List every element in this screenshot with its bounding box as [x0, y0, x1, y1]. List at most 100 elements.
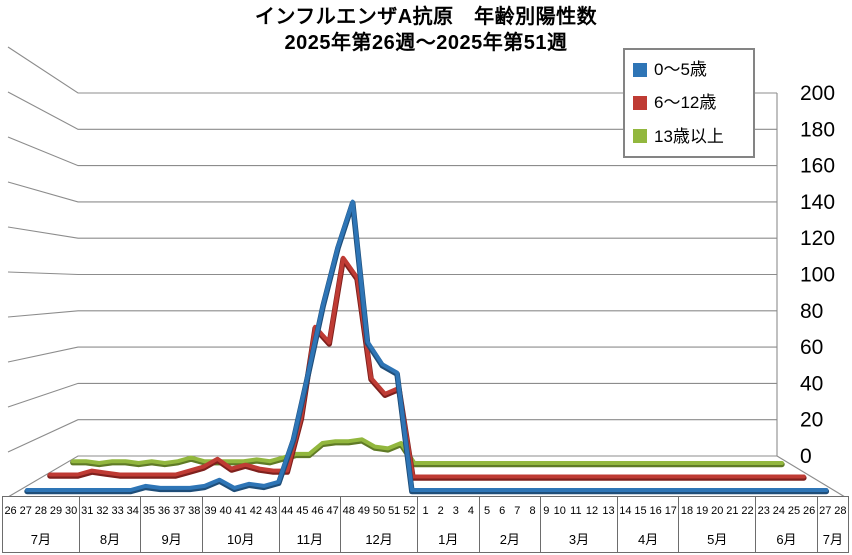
month-column: 35 36 37 38 9月	[141, 497, 203, 552]
legend-item-0-5: 0～5歳	[633, 61, 745, 78]
month-label: 7月	[30, 531, 51, 547]
week-number-row: 18 19 20 21 22	[679, 497, 755, 524]
week-number-label: 23	[757, 504, 770, 517]
week-number-label: 13	[602, 504, 615, 517]
y-axis-tick-label: 140	[800, 191, 835, 214]
week-number-label: 28	[34, 504, 47, 517]
month-column: 1 2 3 4 1月	[418, 497, 480, 552]
week-number-row: 26 27 28 29 30	[3, 497, 79, 524]
gridline	[7, 181, 777, 203]
week-number-row: 14 15 16 17	[618, 497, 679, 524]
y-axis-tick-label: 80	[800, 300, 823, 323]
legend-swatch-green-icon	[633, 129, 647, 144]
series-line-2	[70, 437, 785, 468]
legend-item-6-12: 6～12歳	[633, 94, 745, 111]
y-axis-tick-label: 60	[800, 336, 823, 359]
chart-title-block: インフルエンザA抗原 年齢別陽性数 2025年第26週～2025年第51週	[0, 4, 852, 56]
week-number-row: 35 36 37 38	[141, 497, 202, 524]
week-number-label: 52	[403, 504, 416, 517]
week-number-label: 17	[664, 504, 677, 517]
week-number-label: 35	[142, 504, 155, 517]
week-number-row: 31 32 33 34	[80, 497, 141, 524]
month-column: 14 15 16 17 4月	[618, 497, 680, 552]
week-number-label: 30	[65, 504, 78, 517]
week-number-label: 14	[619, 504, 632, 517]
week-number-label: 10	[553, 504, 566, 517]
week-number-label: 1	[422, 504, 429, 517]
legend-swatch-blue-icon	[633, 62, 647, 77]
week-number-label: 11	[570, 504, 582, 517]
month-label: 12月	[365, 531, 393, 547]
week-number-label: 8	[529, 504, 536, 517]
legend-item-13-plus: 13歳以上	[633, 128, 745, 145]
week-number-label: 39	[204, 504, 217, 517]
week-number-label: 7	[514, 504, 521, 517]
gridline	[7, 310, 777, 318]
floor-right-edge	[776, 455, 846, 498]
month-label: 2月	[499, 531, 520, 547]
week-number-label: 27	[19, 504, 32, 517]
week-number-row: 44 45 46 47	[280, 497, 341, 524]
week-number-label: 42	[249, 504, 262, 517]
y-axis-tick-label: 40	[800, 372, 823, 395]
week-number-label: 22	[741, 504, 754, 517]
legend-label: 0～5歳	[654, 60, 707, 80]
week-number-row: 39 40 41 42 43	[203, 497, 279, 524]
week-number-label: 33	[111, 504, 124, 517]
month-label: 8月	[99, 531, 121, 547]
month-label: 5月	[707, 531, 728, 547]
week-number-label: 50	[372, 504, 386, 517]
chart-subtitle: 2025年第26週～2025年第51週	[284, 32, 568, 54]
month-column: 39 40 41 42 43 10月	[203, 497, 280, 552]
week-number-row: 27 28	[818, 497, 848, 524]
week-number-label: 43	[264, 504, 278, 517]
x-axis-table: 26 27 28 29 30 7月 31 32 33 34 8月 35 36 37 38 9月 39 40 41 42…	[2, 496, 849, 553]
gridline	[7, 419, 777, 453]
week-number-label: 26	[803, 504, 816, 517]
y-axis-tick-label: 160	[800, 155, 835, 178]
week-number-label: 29	[49, 504, 63, 517]
month-label: 6月	[776, 531, 797, 547]
month-column: 31 32 33 34 8月	[80, 497, 142, 552]
legend-swatch-red-icon	[633, 95, 647, 110]
week-number-label: 51	[388, 504, 401, 517]
week-number-row: 48 49 50 51 52	[341, 497, 417, 524]
week-number-label: 40	[219, 504, 232, 517]
gridline	[7, 382, 777, 408]
gridline	[7, 226, 777, 239]
week-number-label: 37	[173, 504, 186, 517]
month-label: 1月	[438, 531, 459, 547]
month-column: 27 28 7月	[818, 497, 848, 552]
week-number-label: 4	[467, 504, 474, 517]
legend-label: 6～12歳	[654, 93, 717, 113]
week-number-label: 31	[81, 504, 94, 517]
month-label: 3月	[568, 531, 590, 547]
week-number-label: 47	[326, 504, 339, 517]
y-axis-tick-label: 0	[800, 445, 812, 468]
week-number-label: 26	[4, 504, 17, 517]
week-number-label: 24	[772, 504, 785, 517]
chart-title: インフルエンザA抗原 年齢別陽性数	[254, 6, 598, 28]
series-line-1	[47, 255, 807, 481]
month-column: 18 19 20 21 22 5月	[679, 497, 757, 552]
week-number-label: 5	[484, 504, 491, 517]
month-column: 23 24 25 26 6月	[756, 497, 818, 552]
week-number-row: 9 10 11 12 13	[541, 497, 617, 524]
week-number-label: 9	[543, 504, 550, 517]
week-number-label: 21	[726, 504, 739, 517]
week-number-label: 25	[787, 504, 801, 517]
week-number-label: 38	[188, 504, 201, 517]
month-label: 4月	[638, 531, 659, 547]
y-axis-tick-label: 20	[800, 409, 823, 432]
y-axis-tick-label: 200	[800, 82, 835, 105]
month-column: 26 27 28 29 30 7月	[3, 497, 80, 552]
week-number-label: 18	[680, 504, 694, 517]
month-column: 48 49 50 51 52 12月	[341, 497, 418, 552]
week-number-row: 23 24 25 26	[756, 497, 817, 524]
gridline	[7, 46, 777, 94]
month-column: 44 45 46 47 11月	[280, 497, 342, 552]
